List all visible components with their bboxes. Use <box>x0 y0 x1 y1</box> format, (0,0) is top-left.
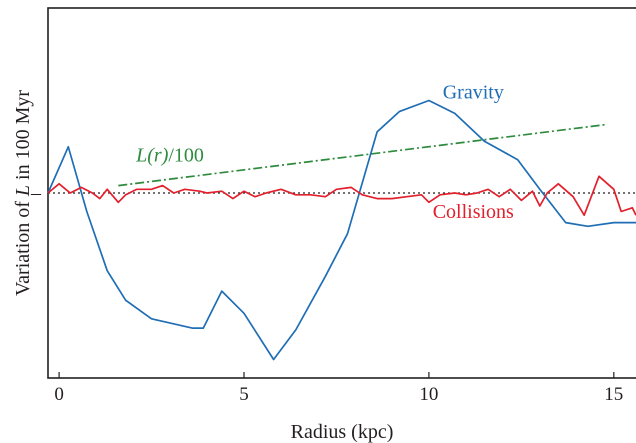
series-label-rest: /100 <box>168 145 204 167</box>
label-layer: Radius (kpc) Variation of L in 100 Myr Gra… <box>12 82 514 443</box>
y-axis-label-part: in 100 Myr <box>12 90 34 185</box>
series-label-100: L(r)/100 <box>135 145 204 167</box>
plot-elements: – 0 5 10 15 <box>30 7 636 405</box>
y-axis-label: Variation of L in 100 Myr <box>12 90 34 296</box>
x-tick-label: 0 <box>54 384 64 405</box>
series-layer <box>47 99 636 361</box>
series-label-gravity: Gravity <box>443 82 504 104</box>
y-tick-label-zero: – <box>30 182 42 204</box>
series-label-collisions: Collisions <box>433 201 514 223</box>
x-tick-label: 15 <box>604 384 623 405</box>
series-label-italic: L(r) <box>135 145 169 167</box>
x-axis-label: Radius (kpc) <box>291 421 394 443</box>
series-line-gravity <box>47 99 636 361</box>
y-axis-label-italic: L <box>12 185 34 197</box>
y-axis-label-part: Variation of <box>12 196 34 296</box>
x-tick-label: 10 <box>419 384 438 405</box>
x-tick-label: 5 <box>239 384 249 405</box>
series-line-collisions <box>47 175 636 217</box>
series-line-l-r-100 <box>118 123 607 187</box>
